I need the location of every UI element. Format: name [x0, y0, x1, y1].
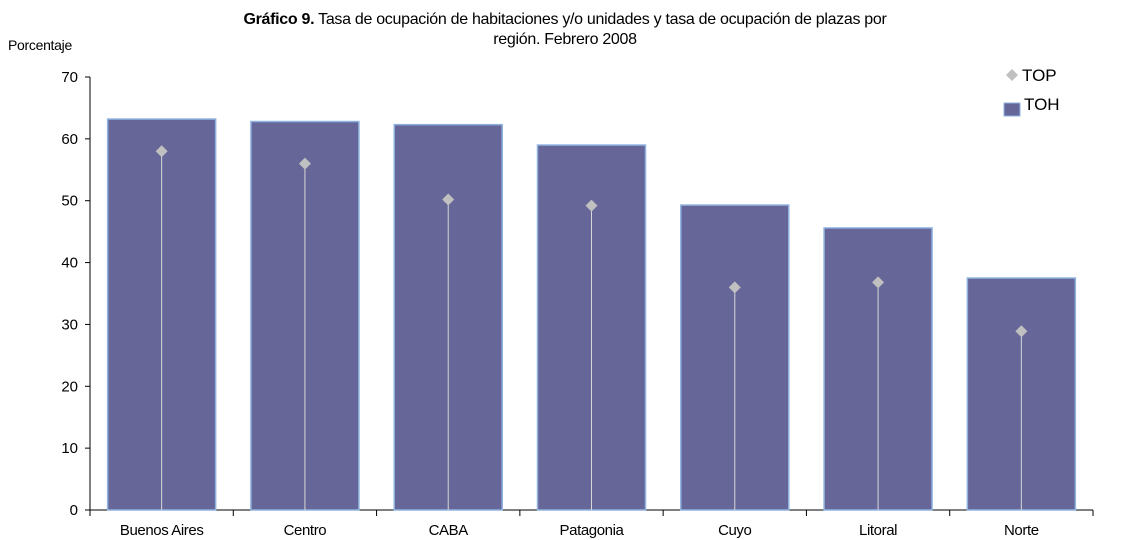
y-tick-label: 0	[70, 502, 78, 519]
y-tick-label: 10	[61, 440, 78, 457]
y-axis-label: Porcentaje	[8, 37, 72, 53]
marker-top	[442, 193, 455, 206]
chart-title-bold: Gráfico 9.	[243, 11, 315, 28]
chart-title: Gráfico 9. Tasa de ocupación de habitaci…	[60, 10, 1070, 50]
x-category-label: Centro	[284, 522, 327, 539]
y-tick-label: 40	[61, 255, 78, 272]
legend-marker-top	[1006, 69, 1018, 81]
marker-top	[585, 199, 598, 212]
x-category-label: Cuyo	[718, 522, 751, 539]
marker-top	[1015, 325, 1028, 338]
legend-label-top: TOP	[1022, 66, 1057, 85]
y-tick-label: 60	[61, 131, 78, 148]
chart-title-rest: Tasa de ocupación de habitaciones y/o un…	[314, 11, 887, 28]
x-category-label: Norte	[1004, 522, 1039, 539]
x-category-label: Litoral	[859, 522, 897, 539]
legend-label-toh: TOH	[1024, 95, 1060, 114]
chart-title-line2: región. Febrero 2008	[493, 31, 637, 48]
y-tick-label: 30	[61, 316, 78, 333]
x-category-label: CABA	[429, 522, 469, 539]
marker-top	[872, 276, 885, 289]
marker-top	[728, 281, 741, 294]
y-tick-label: 70	[61, 69, 78, 86]
y-tick-label: 20	[61, 378, 78, 395]
x-category-label: Buenos Aires	[120, 522, 204, 539]
y-tick-label: 50	[61, 193, 78, 210]
legend-swatch-toh	[1003, 102, 1021, 117]
marker-top	[155, 145, 168, 158]
x-category-label: Patagonia	[560, 522, 625, 539]
marker-top	[298, 157, 311, 170]
